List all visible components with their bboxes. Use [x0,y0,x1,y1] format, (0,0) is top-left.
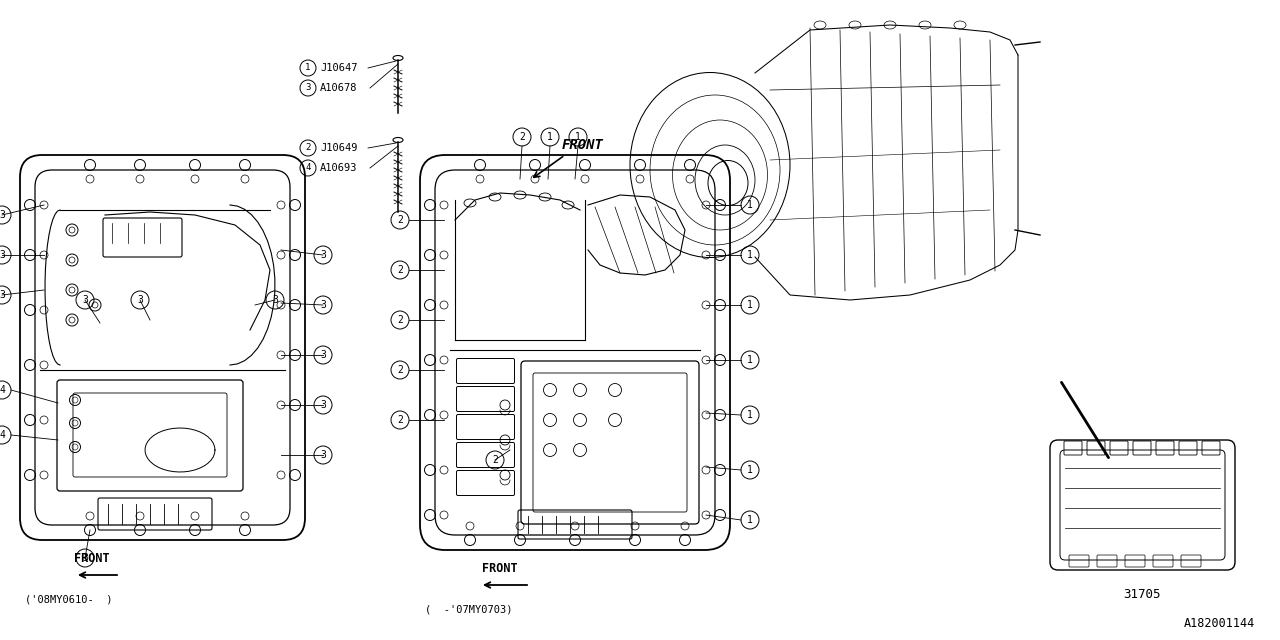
Text: 2: 2 [397,415,403,425]
Text: ('08MY0610-  ): ('08MY0610- ) [26,595,113,605]
Text: 3: 3 [82,295,88,305]
Text: 2: 2 [397,215,403,225]
Text: 1: 1 [748,515,753,525]
Text: 1: 1 [306,63,311,72]
Text: 3: 3 [0,250,5,260]
Text: 3: 3 [320,400,326,410]
Text: 1: 1 [547,132,553,142]
Text: 3: 3 [82,553,88,563]
Text: (  -'07MY0703): ( -'07MY0703) [425,605,512,615]
Text: FRONT: FRONT [562,138,604,152]
Text: 1: 1 [748,250,753,260]
Text: 3: 3 [0,210,5,220]
Text: 4: 4 [0,385,5,395]
Text: A10678: A10678 [320,83,357,93]
Text: 2: 2 [306,143,311,152]
Text: 1: 1 [748,300,753,310]
Text: 3: 3 [320,250,326,260]
Text: 3: 3 [137,295,143,305]
Text: 1: 1 [748,465,753,475]
Text: 3: 3 [320,300,326,310]
Text: 1: 1 [575,132,581,142]
Text: 2: 2 [520,132,525,142]
Text: 4: 4 [306,163,311,173]
Text: 1: 1 [748,410,753,420]
Text: 1: 1 [748,200,753,210]
Text: 3: 3 [273,295,278,305]
Text: 1: 1 [748,355,753,365]
Text: 31705: 31705 [1124,588,1161,601]
Text: J10647: J10647 [320,63,357,73]
Text: 3: 3 [320,450,326,460]
Text: 3: 3 [306,83,311,93]
Text: 2: 2 [397,365,403,375]
Text: 2: 2 [492,455,498,465]
Text: 3: 3 [320,350,326,360]
Text: FRONT: FRONT [74,552,110,565]
Text: 2: 2 [397,265,403,275]
Text: FRONT: FRONT [483,562,518,575]
Text: 3: 3 [0,290,5,300]
Text: 2: 2 [397,315,403,325]
Text: A182001144: A182001144 [1184,617,1254,630]
Text: A10693: A10693 [320,163,357,173]
Text: J10649: J10649 [320,143,357,153]
Text: 4: 4 [0,430,5,440]
